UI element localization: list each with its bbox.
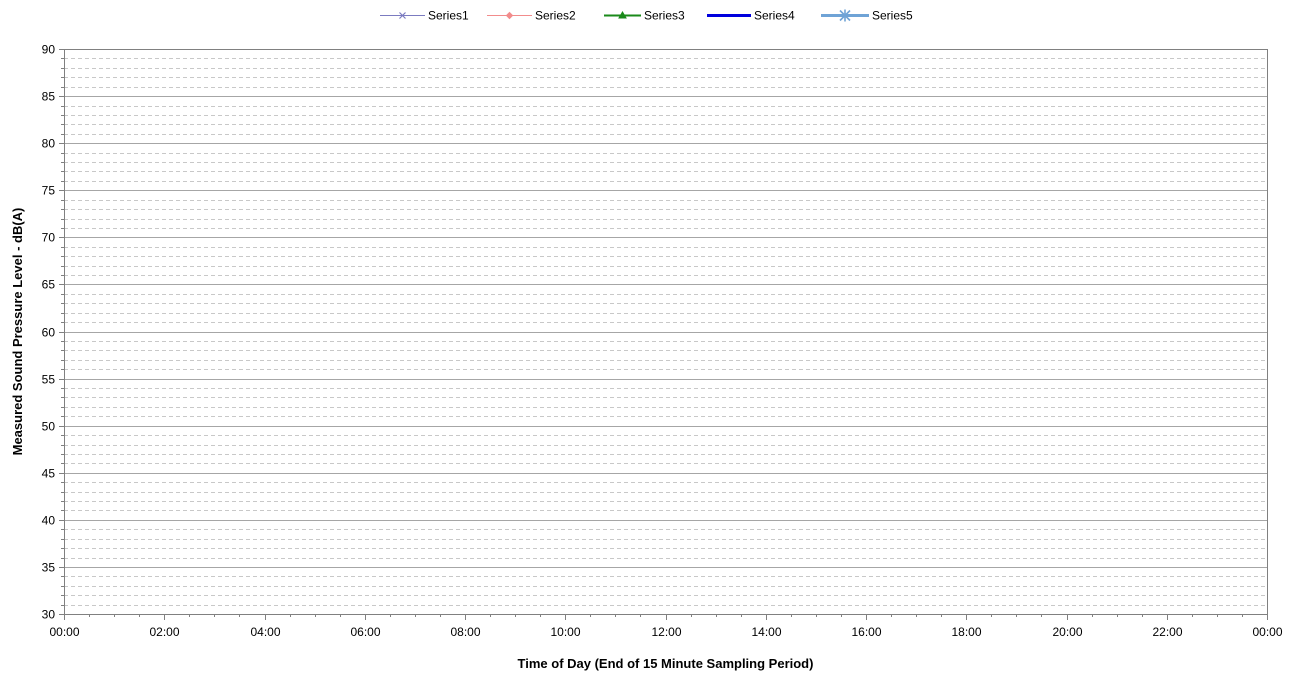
legend-marker-x (399, 12, 406, 19)
y-axis-title: Measured Sound Pressure Level - dB(A) (10, 208, 25, 456)
y-tick-label: 35 (42, 561, 56, 575)
legend-item-series2: Series2 (487, 9, 576, 23)
legend-item-series4: Series4 (707, 9, 795, 23)
x-tick-label: 04:00 (250, 625, 280, 639)
legend-marker-asterisk (839, 9, 851, 22)
legend-label: Series3 (644, 9, 685, 23)
legend-item-series5: Series5 (821, 9, 913, 23)
y-tick-label: 45 (42, 467, 56, 481)
y-tick-label: 90 (42, 43, 56, 57)
y-tick-label: 75 (42, 184, 56, 198)
legend-marker-triangle (618, 11, 627, 19)
y-tick-label: 30 (42, 608, 56, 622)
x-tick-label: 12:00 (651, 625, 681, 639)
y-tick-label: 85 (42, 90, 56, 104)
y-tick-label: 50 (42, 420, 56, 434)
x-axis-title: Time of Day (End of 15 Minute Sampling P… (518, 656, 814, 671)
legend-marker-diamond (505, 11, 514, 20)
x-tick-label: 22:00 (1152, 625, 1182, 639)
x-tick-label: 00:00 (1252, 625, 1282, 639)
x-tick-label: 16:00 (851, 625, 881, 639)
x-tick-label: 08:00 (450, 625, 480, 639)
legend-label: Series2 (535, 9, 576, 23)
y-tick-label: 40 (42, 514, 56, 528)
x-tick-label: 06:00 (350, 625, 380, 639)
legend-item-series1: Series1 (380, 9, 469, 23)
x-tick-label: 10:00 (550, 625, 580, 639)
y-tick-labels: 30 35 40 45 50 55 60 65 70 75 80 85 90 (42, 43, 56, 622)
axes (59, 49, 1268, 620)
y-tick-label: 70 (42, 231, 56, 245)
legend: Series1 Series2 Series3 Series4 Series5 (380, 9, 913, 23)
grid (64, 58, 1267, 606)
x-tick-label: 18:00 (951, 625, 981, 639)
x-tick-label: 00:00 (49, 625, 79, 639)
legend-item-series3: Series3 (604, 9, 685, 23)
y-tick-label: 80 (42, 137, 56, 151)
y-tick-label: 65 (42, 278, 56, 292)
x-tick-labels: 00:00 02:00 04:00 06:00 08:00 10:00 12:00 14:00… (49, 625, 1282, 639)
x-tick-label: 20:00 (1052, 625, 1082, 639)
x-tick-label: 02:00 (149, 625, 179, 639)
legend-label: Series1 (428, 9, 469, 23)
x-tick-label: 14:00 (751, 625, 781, 639)
legend-label: Series5 (872, 9, 913, 23)
legend-label: Series4 (754, 9, 795, 23)
y-tick-label: 60 (42, 326, 56, 340)
y-tick-label: 55 (42, 373, 56, 387)
